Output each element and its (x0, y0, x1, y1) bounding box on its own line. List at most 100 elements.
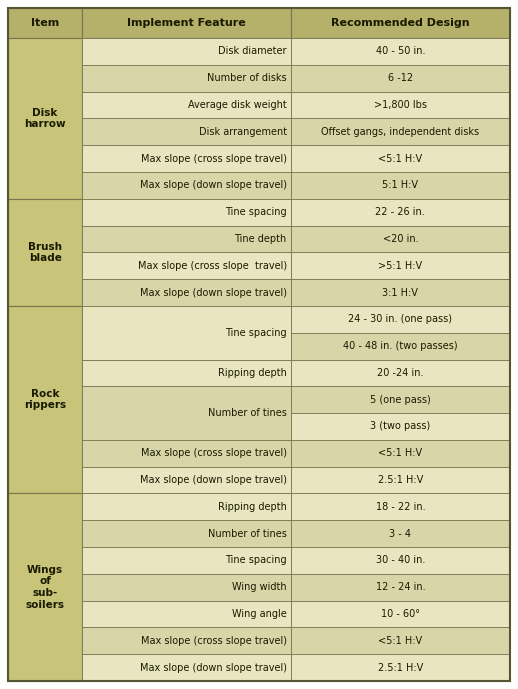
Text: Number of disks: Number of disks (207, 73, 286, 83)
Text: 30 - 40 in.: 30 - 40 in. (376, 555, 425, 566)
Text: <5:1 H:V: <5:1 H:V (378, 449, 422, 458)
Bar (82, 119, 291, 145)
Bar (82, 279, 291, 306)
Bar (291, 38, 510, 65)
Bar (82, 198, 291, 225)
Bar (82, 145, 291, 172)
Text: Max slope (down slope travel): Max slope (down slope travel) (140, 287, 286, 298)
Bar (291, 92, 510, 119)
Text: Item: Item (31, 18, 59, 28)
Text: Disk
harrow: Disk harrow (24, 107, 66, 129)
Bar (82, 38, 291, 65)
Text: Disk arrangement: Disk arrangement (198, 127, 286, 137)
Bar (291, 306, 510, 333)
Bar (291, 655, 510, 681)
Bar (291, 8, 510, 38)
Bar (291, 466, 510, 493)
Text: <5:1 H:V: <5:1 H:V (378, 636, 422, 646)
Text: Ripping depth: Ripping depth (218, 502, 286, 512)
Bar (291, 387, 510, 413)
Text: Tine spacing: Tine spacing (225, 207, 286, 217)
Bar (291, 574, 510, 601)
Text: 6 -12: 6 -12 (388, 73, 413, 83)
Bar (291, 252, 510, 279)
Text: 2.5:1 H:V: 2.5:1 H:V (378, 663, 423, 672)
Text: Disk diameter: Disk diameter (218, 46, 286, 56)
Bar (291, 360, 510, 387)
Text: Number of tines: Number of tines (208, 408, 286, 418)
Bar (291, 119, 510, 145)
Bar (291, 628, 510, 655)
Text: Max slope (cross slope  travel): Max slope (cross slope travel) (137, 260, 286, 271)
Bar (291, 601, 510, 628)
Text: 5 (one pass): 5 (one pass) (370, 395, 430, 404)
Bar (8, 306, 82, 493)
Bar (291, 198, 510, 225)
Text: Tine spacing: Tine spacing (225, 555, 286, 566)
Bar (82, 360, 291, 387)
Bar (82, 225, 291, 252)
Bar (82, 466, 291, 493)
Text: Max slope (cross slope travel): Max slope (cross slope travel) (140, 154, 286, 163)
Bar (291, 145, 510, 172)
Text: Rock
rippers: Rock rippers (24, 389, 66, 411)
Bar (82, 387, 291, 440)
Text: Max slope (cross slope travel): Max slope (cross slope travel) (140, 636, 286, 646)
Text: Implement Feature: Implement Feature (127, 18, 246, 28)
Bar (82, 655, 291, 681)
Text: >1,800 lbs: >1,800 lbs (374, 100, 427, 110)
Text: 22 - 26 in.: 22 - 26 in. (376, 207, 425, 217)
Text: Offset gangs, independent disks: Offset gangs, independent disks (321, 127, 479, 137)
Text: <5:1 H:V: <5:1 H:V (378, 154, 422, 163)
Bar (82, 493, 291, 520)
Bar (291, 279, 510, 306)
Text: 5:1 H:V: 5:1 H:V (382, 181, 419, 190)
Bar (82, 628, 291, 655)
Text: Max slope (cross slope travel): Max slope (cross slope travel) (140, 449, 286, 458)
Bar (82, 547, 291, 574)
Bar (82, 65, 291, 92)
Bar (82, 520, 291, 547)
Bar (82, 440, 291, 466)
Text: Recommended Design: Recommended Design (331, 18, 470, 28)
Text: 3:1 H:V: 3:1 H:V (382, 287, 418, 298)
Text: Max slope (down slope travel): Max slope (down slope travel) (140, 181, 286, 190)
Text: Wings
of
sub-
soilers: Wings of sub- soilers (26, 565, 65, 610)
Text: 10 - 60°: 10 - 60° (381, 609, 420, 619)
Bar (291, 493, 510, 520)
Text: 18 - 22 in.: 18 - 22 in. (376, 502, 425, 512)
Bar (82, 601, 291, 628)
Text: Brush
blade: Brush blade (28, 242, 62, 263)
Text: 40 - 50 in.: 40 - 50 in. (376, 46, 425, 56)
Bar (291, 65, 510, 92)
Bar (82, 252, 291, 279)
Bar (291, 333, 510, 360)
Text: 12 - 24 in.: 12 - 24 in. (376, 582, 425, 593)
Text: Tine spacing: Tine spacing (225, 328, 286, 338)
Text: 24 - 30 in. (one pass): 24 - 30 in. (one pass) (348, 314, 452, 325)
Text: Ripping depth: Ripping depth (218, 368, 286, 378)
Bar (8, 493, 82, 681)
Text: Max slope (down slope travel): Max slope (down slope travel) (140, 475, 286, 485)
Text: Number of tines: Number of tines (208, 528, 286, 539)
Bar (291, 413, 510, 440)
Bar (82, 172, 291, 198)
Text: Max slope (down slope travel): Max slope (down slope travel) (140, 663, 286, 672)
Text: Wing width: Wing width (232, 582, 286, 593)
Bar (291, 520, 510, 547)
Bar (8, 198, 82, 306)
Bar (82, 8, 291, 38)
Bar (82, 306, 291, 360)
Text: 20 -24 in.: 20 -24 in. (377, 368, 424, 378)
Text: 40 - 48 in. (two passes): 40 - 48 in. (two passes) (343, 341, 457, 351)
Text: >5:1 H:V: >5:1 H:V (378, 260, 422, 271)
Text: Tine depth: Tine depth (234, 234, 286, 244)
Text: Wing angle: Wing angle (232, 609, 286, 619)
Bar (8, 8, 82, 38)
Bar (291, 172, 510, 198)
Text: Average disk weight: Average disk weight (188, 100, 286, 110)
Text: <20 in.: <20 in. (382, 234, 418, 244)
Text: 2.5:1 H:V: 2.5:1 H:V (378, 475, 423, 485)
Bar (8, 38, 82, 198)
Bar (291, 547, 510, 574)
